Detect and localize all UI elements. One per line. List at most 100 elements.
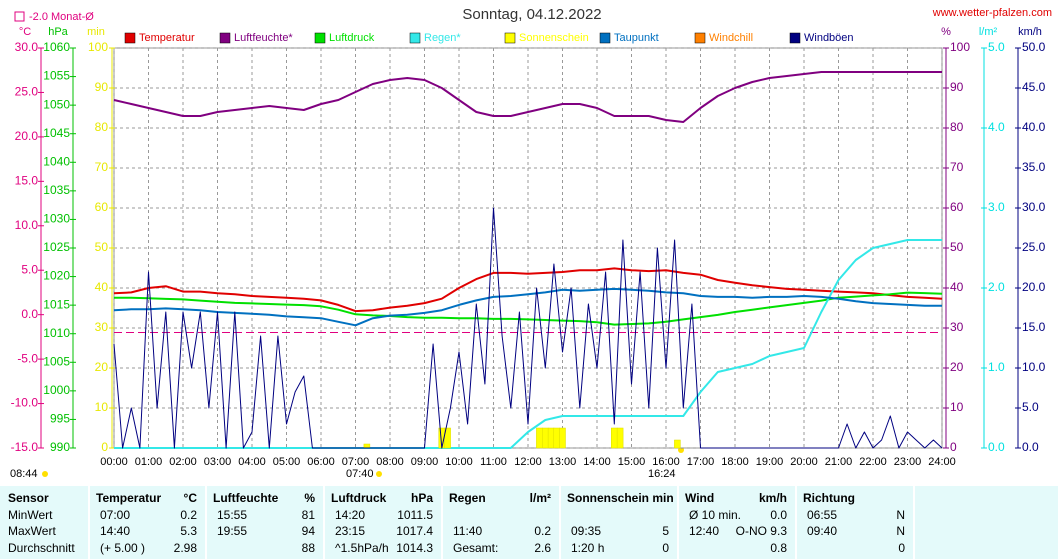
y-tick-label: 20 (950, 360, 964, 374)
y-tick-label: 10.0 (15, 218, 39, 232)
y-tick-label: 5.0 (21, 262, 38, 276)
x-tick-label: 22:00 (859, 456, 887, 468)
y-tick-label: 80 (950, 120, 964, 134)
axis-unit: km/h (1018, 26, 1042, 38)
y-tick-label: 20.0 (15, 129, 39, 143)
x-tick-label: 03:00 (204, 456, 232, 468)
legend-swatch (599, 32, 611, 44)
y-tick-label: 995 (50, 412, 70, 426)
table-cell: 1014.3 (396, 540, 433, 555)
y-tick-label: 90 (950, 80, 964, 94)
table-cell: 2.6 (534, 540, 551, 555)
legend-swatch (219, 32, 231, 44)
y-tick-label: 2.0 (988, 280, 1005, 294)
y-tick-label: 60 (950, 200, 964, 214)
table-cell: Richtung (803, 491, 855, 505)
y-tick-label: 35.0 (1022, 160, 1046, 174)
axis-unit: l/m² (979, 26, 998, 38)
legend-label: Taupunkt (614, 32, 659, 44)
y-tick-label: 40.0 (1022, 120, 1046, 134)
legend-swatch (789, 32, 801, 44)
avg-icon (14, 11, 25, 22)
y-tick-label: 100 (950, 40, 970, 54)
x-tick-label: 12:00 (514, 456, 542, 468)
table-cell: 09:40 (807, 524, 838, 538)
sunrise: 07:40 (346, 468, 374, 480)
y-tick-label: 1050 (43, 97, 70, 111)
series-line (113, 267, 943, 313)
table-cell: Gesamt: (453, 540, 499, 555)
legend-label: Luftdruck (329, 32, 375, 44)
table-cell: 88 (301, 540, 315, 555)
y-tick-label: 30 (95, 320, 109, 334)
legend-label: Windböen (804, 32, 854, 44)
y-tick-label: 1.0 (988, 360, 1005, 374)
x-tick-label: 05:00 (273, 456, 301, 468)
table-cell: MinWert (8, 507, 53, 522)
table-cell: km/h (758, 491, 787, 505)
table-cell: Regen (449, 491, 486, 505)
axis-unit: hPa (48, 26, 68, 38)
table-cell: 5.3 (180, 524, 197, 538)
y-tick-label: 30.0 (15, 40, 39, 54)
y-tick-label: -5.0 (17, 351, 38, 365)
y-tick-label: 10 (95, 400, 109, 414)
table-cell: 0 (662, 540, 669, 555)
stats-table: Sensor Temperatur °C Luftfeuchte% Luftdruck h… (0, 486, 1058, 559)
axis-unit: % (941, 26, 951, 38)
sun-icon (376, 471, 382, 477)
y-tick-label: 1030 (43, 212, 70, 226)
table-cell: 14:20 (335, 507, 366, 522)
y-tick-label: 4.0 (988, 120, 1005, 134)
y-tick-label: 50 (950, 240, 964, 254)
y-tick-label: 0.0 (21, 307, 38, 321)
sun-bar (559, 427, 566, 449)
legend-swatch (124, 32, 136, 44)
y-tick-label: 0 (101, 440, 108, 454)
separator (677, 486, 679, 559)
legend-swatch (314, 32, 326, 44)
y-tick-label: 1010 (43, 326, 70, 340)
legend-swatch (504, 32, 516, 44)
sun-bar (444, 427, 451, 449)
y-tick-label: 1040 (43, 154, 70, 168)
table-cell: 1011.5 (397, 507, 433, 522)
y-tick-label: 3.0 (988, 200, 1005, 214)
axis-unit: min (87, 26, 105, 38)
legend-swatch (409, 32, 421, 44)
table-cell: 15:55 (217, 507, 248, 522)
table-cell: l/m² (529, 491, 551, 505)
x-tick-label: 01:00 (135, 456, 163, 468)
series-line (114, 239, 942, 449)
table-cell: Sensor (8, 491, 49, 505)
avg-label: -2.0 Monat-Ø (29, 11, 94, 23)
y-tick-label: 50.0 (1022, 40, 1046, 54)
table-cell: hPa (410, 491, 433, 505)
table-cell: Luftfeuchte (213, 491, 279, 505)
y-tick-label: 1000 (43, 383, 70, 397)
y-tick-label: 30 (950, 320, 964, 334)
axis-unit: °C (19, 26, 31, 38)
y-tick-label: 5.0 (1022, 400, 1039, 414)
table-cell: Temperatur (96, 491, 162, 505)
legend-label: Luftfeuchte* (234, 32, 293, 44)
x-tick-label: 17:00 (687, 456, 715, 468)
x-tick-label: 00:00 (100, 456, 128, 468)
y-tick-label: 60 (95, 200, 109, 214)
x-tick-label: 15:00 (618, 456, 646, 468)
sun-icon (42, 471, 48, 477)
table-cell: (+ 5.00 ) (100, 540, 146, 555)
separator (913, 486, 915, 559)
table-cell: 12:40 (689, 524, 720, 538)
table-cell: 81 (301, 507, 315, 522)
y-tick-label: 1015 (43, 297, 70, 311)
y-tick-label: 1025 (43, 240, 70, 254)
series-line (114, 291, 943, 326)
x-tick-label: 07:00 (342, 456, 370, 468)
y-tick-label: 45.0 (1022, 80, 1046, 94)
site: www.wetter-pfalzen.com (932, 7, 1052, 19)
table-cell: °C (183, 491, 197, 505)
table-cell: ^1.5hPa/h (335, 540, 389, 555)
table-cell: 1017.4 (396, 524, 433, 538)
